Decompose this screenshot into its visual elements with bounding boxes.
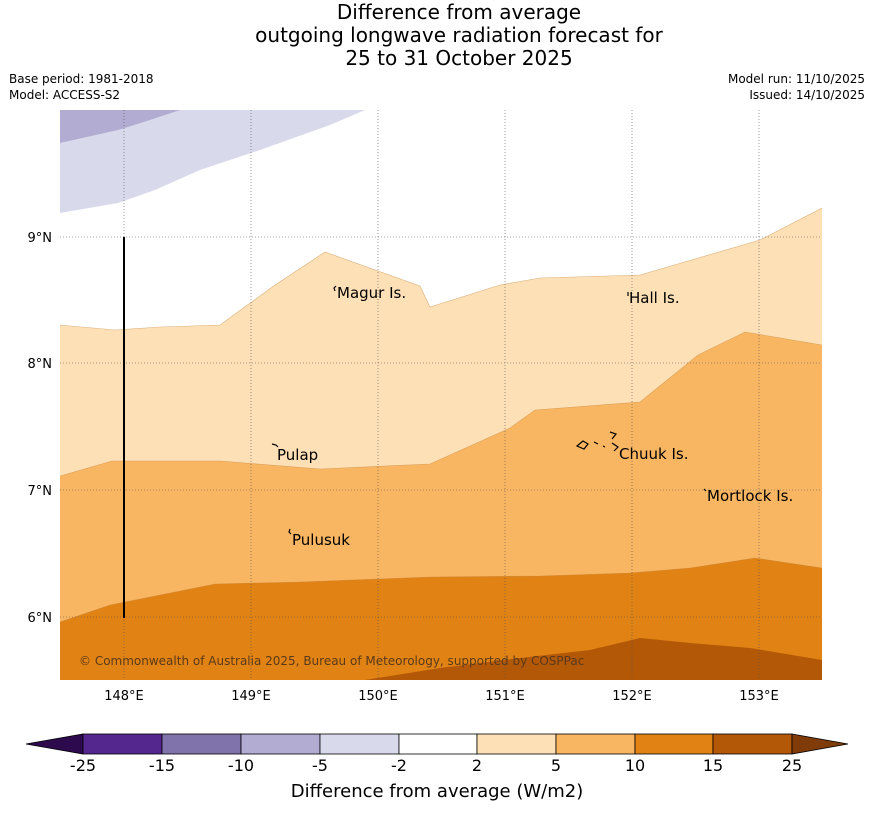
colorbar-swatch-gt5 bbox=[555, 733, 636, 755]
colorbar-label-n5: -5 bbox=[312, 756, 328, 775]
colorbar-swatch-neutral bbox=[398, 733, 478, 755]
place-label-magur: Magur Is. bbox=[337, 284, 406, 302]
colorbar-label-5: 5 bbox=[550, 756, 562, 775]
colorbar-label-n2: -2 bbox=[391, 756, 407, 775]
place-label-pulusuk: Pulusuk bbox=[292, 531, 350, 549]
lat-label-8: 8°N bbox=[28, 357, 53, 372]
map-contours bbox=[60, 110, 822, 680]
lon-label-148: 148°E bbox=[104, 689, 144, 704]
colorbar-swatch-gt10 bbox=[634, 733, 714, 755]
colorbar-arrow-high bbox=[791, 733, 849, 755]
colorbar-swatch-lt2 bbox=[319, 733, 400, 755]
pulap-island bbox=[271, 443, 279, 448]
band-gt-15 bbox=[365, 638, 822, 680]
meta-left: Base period: 1981-2018 Model: ACCESS-S2 bbox=[9, 71, 154, 103]
lon-label-150: 150°E bbox=[358, 689, 398, 704]
title-line-1: Difference from average bbox=[336, 0, 582, 24]
place-label-hall: Hall Is. bbox=[629, 289, 680, 307]
chuuk-islands bbox=[575, 431, 619, 452]
colorbar-label-n10: -10 bbox=[227, 756, 255, 775]
band-lt-5 bbox=[60, 110, 180, 143]
colorbar-swatch-gt15 bbox=[712, 733, 793, 755]
colorbar-label-15: 15 bbox=[702, 756, 724, 775]
copyright-text: © Commonwealth of Australia 2025, Bureau… bbox=[79, 654, 584, 668]
meta-right: Model run: 11/10/2025 Issued: 14/10/2025 bbox=[728, 71, 865, 103]
colorbar-label-n25: -25 bbox=[69, 756, 97, 775]
island-shapes bbox=[271, 285, 707, 535]
lat-label-9: 9°N bbox=[28, 231, 53, 246]
base-period: Base period: 1981-2018 bbox=[9, 72, 154, 86]
colorbar-swatch-lt5 bbox=[240, 733, 321, 755]
colorbar-label-10: 10 bbox=[624, 756, 646, 775]
lat-label-6: 6°N bbox=[28, 611, 53, 626]
band-lt-2 bbox=[60, 110, 365, 213]
place-label-pulap: Pulap bbox=[277, 446, 318, 464]
colorbar bbox=[25, 733, 849, 755]
colorbar-arrow-low bbox=[25, 733, 84, 755]
place-label-mortlock: Mortlock Is. bbox=[707, 487, 793, 505]
colorbar-swatch-gt2 bbox=[476, 733, 557, 755]
lat-label-7: 7°N bbox=[28, 484, 53, 499]
magur-island bbox=[333, 285, 337, 292]
lon-label-153: 153°E bbox=[739, 689, 779, 704]
lon-label-149: 149°E bbox=[231, 689, 271, 704]
model-name: Model: ACCESS-S2 bbox=[9, 88, 121, 102]
title-line-3: 25 to 31 October 2025 bbox=[345, 46, 573, 70]
colorbar-swatch-lt15 bbox=[82, 733, 163, 755]
title-line-2: outgoing longwave radiation forecast for bbox=[255, 23, 663, 47]
colorbar-label-n15: -15 bbox=[148, 756, 176, 775]
mortlock-island bbox=[703, 488, 707, 492]
lon-label-152: 152°E bbox=[612, 689, 652, 704]
lon-label-151: 151°E bbox=[485, 689, 525, 704]
pulusuk-island bbox=[288, 528, 292, 535]
colorbar-swatch-lt10 bbox=[161, 733, 242, 755]
place-label-chuuk: Chuuk Is. bbox=[619, 445, 688, 463]
colorbar-title: Difference from average (W/m2) bbox=[290, 781, 584, 802]
model-run: Model run: 11/10/2025 bbox=[727, 72, 865, 86]
colorbar-label-25: 25 bbox=[781, 756, 803, 775]
issued-date: Issued: 14/10/2025 bbox=[749, 88, 865, 102]
colorbar-label-2: 2 bbox=[471, 756, 483, 775]
